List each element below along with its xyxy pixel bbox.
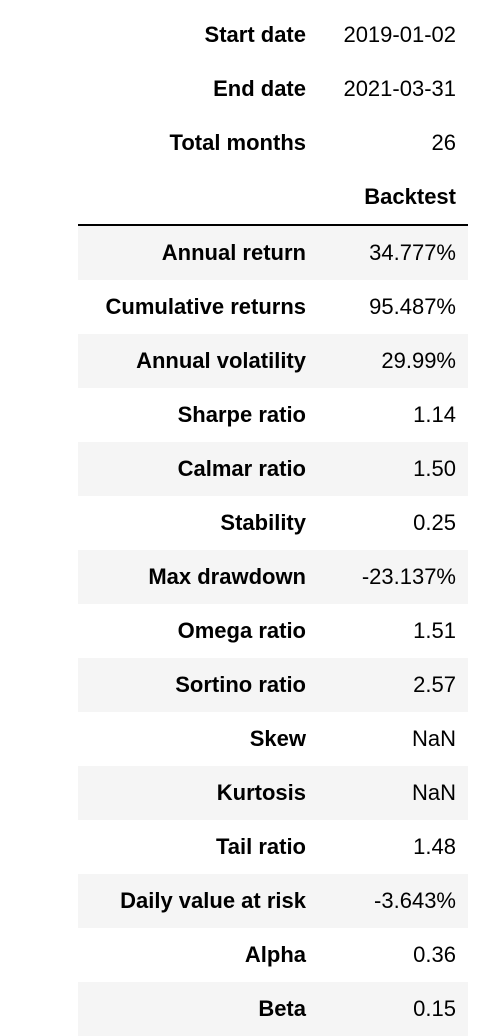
metric-value: 0.15 [413, 996, 456, 1021]
table-row-skew: Skew NaN [78, 712, 468, 766]
table-row-calmar-ratio: Calmar ratio 1.50 [78, 442, 468, 496]
metric-value: 1.50 [413, 456, 456, 481]
metric-label: Tail ratio [215, 834, 306, 859]
metric-value: 1.51 [413, 618, 456, 643]
table-row-beta: Beta 0.15 [78, 982, 468, 1036]
metric-label: Sharpe ratio [177, 402, 306, 427]
table-row-daily-value-at-risk: Daily value at risk -3.643% [78, 874, 468, 928]
metric-label: Sortino ratio [175, 672, 306, 697]
info-label: End date [213, 76, 306, 101]
info-label: Total months [169, 130, 306, 155]
info-value: 2019-01-02 [343, 22, 456, 47]
metric-value: 2.57 [413, 672, 456, 697]
metric-value: 0.36 [413, 942, 456, 967]
table-row-annual-return: Annual return 34.777% [78, 226, 468, 280]
metric-label: Annual return [161, 240, 306, 265]
metric-label: Max drawdown [148, 564, 306, 589]
info-row-total-months: Total months 26 [78, 116, 468, 170]
table-row-kurtosis: Kurtosis NaN [78, 766, 468, 820]
table-header-row: Backtest [78, 170, 468, 226]
metric-label: Annual volatility [136, 348, 306, 373]
table-row-cumulative-returns: Cumulative returns 95.487% [78, 280, 468, 334]
info-value: 2021-03-31 [343, 76, 456, 101]
table-row-stability: Stability 0.25 [78, 496, 468, 550]
metric-value: -3.643% [374, 888, 456, 913]
info-label: Start date [204, 22, 306, 47]
metric-label: Beta [258, 996, 306, 1021]
metric-label: Calmar ratio [177, 456, 306, 481]
metric-value: NaN [411, 780, 456, 805]
metric-value: 34.777% [369, 240, 456, 265]
metric-label: Stability [220, 510, 306, 535]
table-row-max-drawdown: Max drawdown -23.137% [78, 550, 468, 604]
metric-label: Daily value at risk [120, 888, 306, 913]
table-row-sortino-ratio: Sortino ratio 2.57 [78, 658, 468, 712]
metric-label: Skew [249, 726, 306, 751]
metric-label: Alpha [244, 942, 306, 967]
metric-label: Omega ratio [177, 618, 306, 643]
info-value: 26 [431, 130, 456, 155]
metric-value: 1.48 [413, 834, 456, 859]
metric-value: 1.14 [413, 402, 456, 427]
metric-value: 95.487% [369, 294, 456, 319]
metric-label: Kurtosis [216, 780, 306, 805]
table-row-sharpe-ratio: Sharpe ratio 1.14 [78, 388, 468, 442]
table-row-alpha: Alpha 0.36 [78, 928, 468, 982]
table-row-omega-ratio: Omega ratio 1.51 [78, 604, 468, 658]
metric-value: NaN [411, 726, 456, 751]
table-row-annual-volatility: Annual volatility 29.99% [78, 334, 468, 388]
performance-stats-table: Start date 2019-01-02 End date 2021-03-3… [78, 8, 468, 1036]
column-header-backtest: Backtest [364, 184, 456, 209]
metric-value: 0.25 [413, 510, 456, 535]
table-row-tail-ratio: Tail ratio 1.48 [78, 820, 468, 874]
metric-value: -23.137% [361, 564, 456, 589]
info-row-start-date: Start date 2019-01-02 [78, 8, 468, 62]
metric-value: 29.99% [381, 348, 456, 373]
metric-label: Cumulative returns [105, 294, 307, 319]
info-row-end-date: End date 2021-03-31 [78, 62, 468, 116]
